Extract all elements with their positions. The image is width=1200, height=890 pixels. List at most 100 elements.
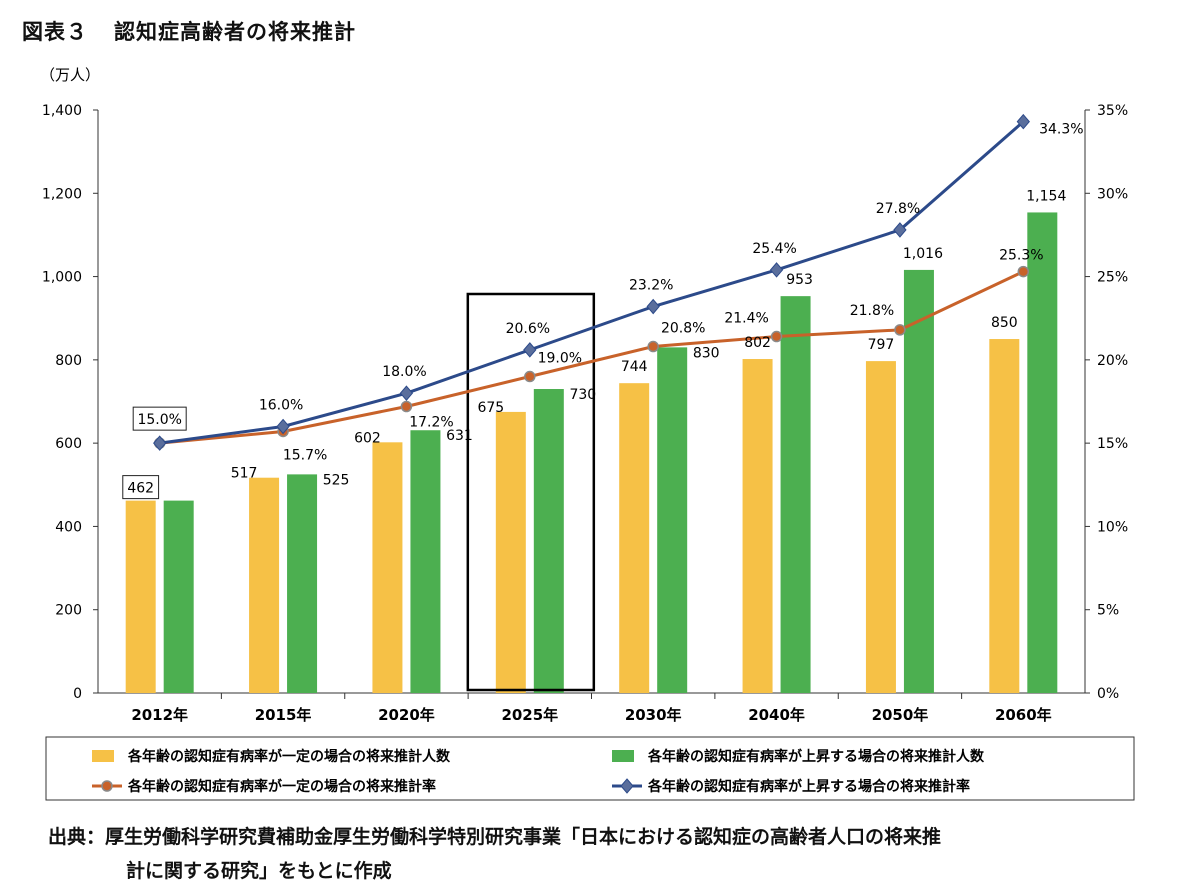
y-right-tick-label: 25% bbox=[1097, 270, 1128, 286]
y-left-tick-label: 400 bbox=[55, 519, 82, 535]
legend-label: 各年齢の認知症有病率が一定の場合の将来推計人数 bbox=[127, 748, 451, 765]
rate-label-rising: 23.2% bbox=[629, 278, 673, 294]
y-left-tick-label: 0 bbox=[73, 686, 82, 702]
legend-box bbox=[45, 736, 1135, 801]
y-axis-unit-label: （万人） bbox=[40, 66, 100, 84]
bar-rising bbox=[657, 347, 688, 693]
bar-constant bbox=[989, 339, 1020, 693]
bar-label-rising: 1,016 bbox=[903, 246, 943, 262]
rate-label-rising: 25.4% bbox=[752, 241, 796, 257]
x-tick-label: 2025年 bbox=[501, 706, 558, 724]
legend-swatch bbox=[92, 750, 114, 762]
bar-rising bbox=[780, 296, 811, 693]
point-constant bbox=[647, 340, 659, 353]
point-rising bbox=[893, 222, 907, 238]
rate-label-rising: 27.8% bbox=[876, 201, 920, 217]
point-rising bbox=[276, 418, 290, 435]
bar-label-rising: 953 bbox=[786, 272, 813, 288]
y-right-tick-label: 10% bbox=[1097, 519, 1128, 535]
legend-swatch bbox=[612, 750, 634, 762]
bar-label-constant-box bbox=[122, 475, 160, 500]
chart: 0 200 400 600 800 1,000 1,200 1,400 0% 5% 10% 15% 20… bbox=[40, 66, 1135, 801]
bar-label-constant: 602 bbox=[354, 430, 381, 446]
highlight-box bbox=[466, 292, 596, 692]
legend-label: 各年齢の認知症有病率が一定の場合の将来推計率 bbox=[127, 778, 436, 795]
y-right-tick-label: 15% bbox=[1097, 436, 1128, 452]
series-line-constant bbox=[159, 270, 1024, 445]
rate-label-constant: 21.8% bbox=[850, 303, 894, 319]
bar-label-rising: 830 bbox=[693, 345, 720, 361]
bar-constant bbox=[865, 361, 896, 693]
rate-label-rising: 16.0% bbox=[259, 397, 303, 413]
y-left-tick-label: 1,200 bbox=[42, 186, 82, 202]
bar-label-constant: 850 bbox=[991, 315, 1018, 331]
point-constant bbox=[1017, 265, 1030, 278]
rate-label-rising: 34.3% bbox=[1039, 122, 1083, 138]
bar-constant bbox=[742, 359, 773, 693]
y-right-tick-label: 5% bbox=[1097, 603, 1119, 619]
x-tick-label: 2020年 bbox=[378, 706, 435, 724]
y-left-tick-label: 800 bbox=[55, 353, 82, 369]
bar-label-constant: 802 bbox=[744, 335, 771, 351]
rate-label-rising: 15.0% bbox=[137, 412, 181, 428]
y-right-tick-label: 0% bbox=[1097, 686, 1119, 702]
point-rising bbox=[646, 298, 660, 315]
series-line-rising bbox=[159, 120, 1025, 445]
y-left-tick-label: 1,400 bbox=[42, 103, 82, 119]
x-tick-label: 2012年 bbox=[131, 706, 188, 724]
source-note: 出典：厚生労働科学研究費補助金厚生労働科学特別研究事業「日本における認知症の高齢… bbox=[48, 820, 941, 888]
bar-rising bbox=[903, 269, 934, 693]
bar-label-constant: 744 bbox=[621, 359, 648, 375]
y-left-tick-label: 200 bbox=[55, 603, 82, 619]
source-line-2: 計に関する研究」をもとに作成 bbox=[126, 860, 392, 882]
y-right-tick-label: 35% bbox=[1097, 103, 1128, 119]
point-rising bbox=[399, 385, 414, 401]
bar-rising bbox=[533, 389, 564, 693]
rate-label-rising: 20.6% bbox=[506, 321, 550, 337]
bar-constant bbox=[372, 442, 403, 693]
point-rising bbox=[523, 342, 537, 358]
rate-label-constant: 19.0% bbox=[538, 351, 582, 367]
bar-label-constant: 462 bbox=[127, 481, 154, 497]
point-constant bbox=[400, 400, 413, 413]
point-rising bbox=[769, 262, 784, 278]
legend-marker-diamond bbox=[620, 778, 634, 794]
bar-label-rising: 1,154 bbox=[1026, 188, 1066, 204]
source-line-1: 出典：厚生労働科学研究費補助金厚生労働科学特別研究事業「日本における認知症の高齢… bbox=[48, 826, 942, 848]
figure-title-text: 認知症高齢者の将来推計 bbox=[114, 20, 356, 44]
bar-label-constant: 797 bbox=[868, 337, 895, 353]
bar-constant bbox=[495, 411, 526, 693]
point-rising bbox=[153, 435, 167, 451]
rate-label-constant: 15.7% bbox=[283, 447, 327, 463]
legend-marker-circle bbox=[101, 780, 113, 792]
x-tick-label: 2060年 bbox=[995, 706, 1052, 724]
legend-label: 各年齢の認知症有病率が上昇する場合の将来推計率 bbox=[647, 778, 970, 795]
point-constant bbox=[524, 370, 536, 383]
bar-rising bbox=[410, 430, 441, 693]
rate-label-constant: 17.2% bbox=[409, 414, 453, 430]
bar-label-constant: 517 bbox=[231, 466, 258, 482]
x-tick-label: 2050年 bbox=[872, 706, 929, 724]
bar-rising bbox=[163, 500, 194, 693]
bar-constant bbox=[619, 383, 650, 693]
bar-constant bbox=[249, 477, 280, 693]
y-left-tick-label: 1,000 bbox=[42, 270, 82, 286]
bar-label-rising: 730 bbox=[569, 387, 596, 403]
bar-label-rising: 525 bbox=[323, 472, 350, 488]
rate-label-constant: 25.3% bbox=[999, 248, 1043, 264]
legend-label: 各年齢の認知症有病率が上昇する場合の将来推計人数 bbox=[647, 748, 985, 765]
rate-label-rising: 18.0% bbox=[382, 364, 426, 380]
x-tick-label: 2030年 bbox=[625, 706, 682, 724]
figure-title: 図表３ 認知症高齢者の将来推計 bbox=[22, 16, 382, 46]
bar-label-constant: 675 bbox=[477, 400, 504, 416]
y-right-tick-label: 30% bbox=[1097, 186, 1128, 202]
point-rising bbox=[1016, 113, 1030, 130]
rate-label-rising-box bbox=[132, 406, 187, 431]
y-right-tick-label: 20% bbox=[1097, 353, 1128, 369]
bar-rising bbox=[1027, 212, 1058, 694]
point-constant bbox=[770, 330, 783, 343]
point-constant bbox=[894, 324, 906, 336]
bar-rising bbox=[287, 474, 318, 693]
figure-number: 図表３ bbox=[22, 20, 88, 44]
y-left-tick-label: 600 bbox=[55, 436, 82, 452]
